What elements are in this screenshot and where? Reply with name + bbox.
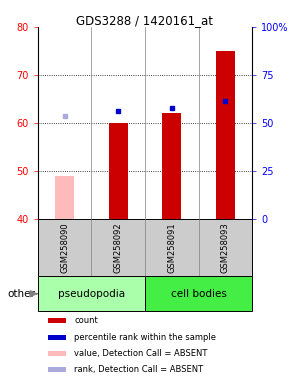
Bar bbox=[38, 276, 145, 311]
Text: cell bodies: cell bodies bbox=[171, 289, 226, 299]
Bar bbox=[48, 334, 66, 340]
Title: GDS3288 / 1420161_at: GDS3288 / 1420161_at bbox=[77, 14, 213, 27]
Bar bbox=[109, 123, 128, 219]
Bar bbox=[48, 351, 66, 356]
Bar bbox=[216, 51, 235, 219]
Bar bbox=[48, 367, 66, 372]
Bar bbox=[48, 318, 66, 323]
Bar bbox=[55, 175, 74, 219]
Bar bbox=[162, 113, 181, 219]
Text: GSM258090: GSM258090 bbox=[60, 222, 69, 273]
Text: rank, Detection Call = ABSENT: rank, Detection Call = ABSENT bbox=[74, 365, 203, 374]
Text: percentile rank within the sample: percentile rank within the sample bbox=[74, 333, 216, 342]
Bar bbox=[145, 276, 252, 311]
Text: other: other bbox=[7, 289, 35, 299]
Text: GSM258091: GSM258091 bbox=[167, 222, 176, 273]
Text: pseudopodia: pseudopodia bbox=[58, 289, 125, 299]
Text: GSM258093: GSM258093 bbox=[221, 222, 230, 273]
Text: value, Detection Call = ABSENT: value, Detection Call = ABSENT bbox=[74, 349, 208, 358]
Text: GSM258092: GSM258092 bbox=[114, 222, 123, 273]
Text: count: count bbox=[74, 316, 98, 325]
